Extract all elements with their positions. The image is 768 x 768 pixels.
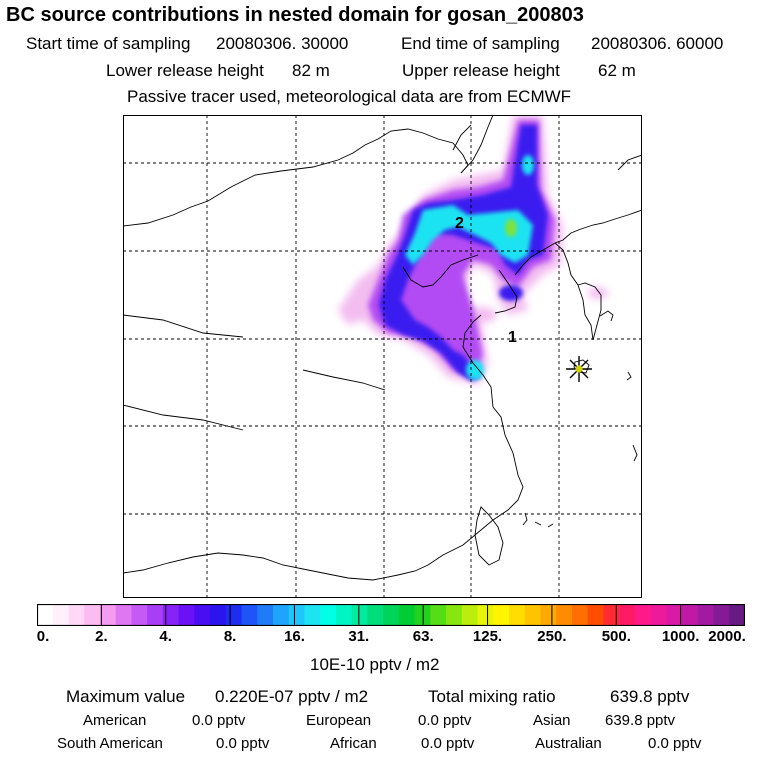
- colorbar-cell: [288, 604, 306, 626]
- lower-release-value: 82 m: [292, 61, 330, 80]
- region-south-american-value: 0.0 pptv: [216, 735, 270, 752]
- colorbar-cell: [131, 604, 148, 626]
- colorbar-cell: [351, 604, 368, 626]
- colorbar-cell: [162, 604, 180, 626]
- region-american-label: American: [83, 712, 147, 729]
- max-value-label: Maximum value: [66, 687, 186, 706]
- region-asian-label: Asian: [533, 712, 571, 729]
- colorbar-cell: [619, 604, 636, 626]
- colorbar-cell: [178, 604, 195, 626]
- map-background: [123, 115, 642, 598]
- region-european-value: 0.0 pptv: [418, 712, 472, 729]
- colorbar-tick-label: 4.: [159, 628, 172, 645]
- colorbar-cell: [461, 604, 479, 626]
- colorbar-cell: [99, 604, 117, 626]
- colorbar-cell: [587, 604, 604, 626]
- lower-release-label: Lower release height: [106, 61, 264, 80]
- colorbar-cell: [147, 604, 164, 626]
- start-time-label: Start time of sampling: [26, 34, 191, 53]
- colorbar-cell: [430, 604, 447, 626]
- colorbar-cell: [257, 604, 274, 626]
- colorbar-cell: [398, 604, 416, 626]
- colorbar-tick-label: 2000.: [708, 628, 746, 645]
- colorbar-cell: [666, 604, 683, 626]
- colorbar-tick-label: 31.: [348, 628, 370, 645]
- total-mixing-value: 639.8 pptv: [610, 687, 690, 706]
- colorbar-cell: [650, 604, 667, 626]
- region-australian-value: 0.0 pptv: [648, 735, 702, 752]
- colorbar-cell: [682, 604, 699, 626]
- start-time-value: 20080306. 30000: [216, 34, 349, 53]
- colorbar-cell: [383, 604, 400, 626]
- colorbar-cell: [115, 604, 132, 626]
- colorbar-cell: [446, 604, 463, 626]
- colorbar-cell: [84, 604, 101, 626]
- region-african-value: 0.0 pptv: [421, 735, 475, 752]
- plume: [338, 115, 608, 385]
- end-time-label: End time of sampling: [401, 34, 560, 53]
- colorbar-cell: [194, 604, 211, 626]
- colorbar-cell: [713, 604, 730, 626]
- colorbar-cell: [367, 604, 384, 626]
- colorbar-cell: [210, 604, 227, 626]
- colorbar-cell: [697, 604, 715, 626]
- colorbar-tick-label: 2.: [95, 628, 108, 645]
- end-time-value: 20080306. 60000: [591, 34, 724, 53]
- colorbar-cell: [273, 604, 290, 626]
- colorbar-tick-label: 8.: [223, 628, 237, 645]
- page-title: BC source contributions in nested domain…: [6, 4, 584, 26]
- region-south-american-label: South American: [57, 735, 163, 752]
- upper-release-label: Upper release height: [402, 61, 560, 80]
- colorbar-tick-label: 125.: [472, 628, 503, 645]
- colorbar-cell: [37, 604, 54, 626]
- tracer-note: Passive tracer used, meteorological data…: [127, 87, 572, 106]
- colorbar-cell: [68, 604, 85, 626]
- colorbar-cell: [241, 604, 258, 626]
- upper-release-value: 62 m: [598, 61, 636, 80]
- colorbar-cell: [335, 604, 353, 626]
- colorbar-cell: [52, 604, 70, 626]
- colorbar-tick-label: 0.: [36, 628, 50, 645]
- total-mixing-label: Total mixing ratio: [428, 687, 556, 706]
- marker-1: 1: [508, 329, 517, 346]
- max-value: 0.220E-07 pptv / m2: [215, 687, 369, 706]
- colorbar-tick-label: 250.: [537, 628, 567, 645]
- colorbar-tick-label: 63.: [412, 628, 434, 645]
- colorbar-tick-label: 500.: [601, 628, 631, 645]
- marker-2: 2: [455, 215, 464, 232]
- region-european-label: European: [306, 712, 372, 729]
- concentration-map: 2 1: [123, 115, 642, 598]
- colorbar-cell: [509, 604, 526, 626]
- region-asian-value: 639.8 pptv: [605, 712, 676, 729]
- coastlines: [123, 115, 642, 581]
- map-grid: [123, 115, 642, 598]
- colorbar-cell: [493, 604, 510, 626]
- region-american-value: 0.0 pptv: [192, 712, 246, 729]
- region-african-label: African: [330, 735, 377, 752]
- colorbar-cell: [634, 604, 652, 626]
- colorbar: [37, 604, 745, 626]
- colorbar-tick-label: 16.: [284, 628, 305, 645]
- colorbar-cell: [304, 604, 321, 626]
- colorbar-cell: [320, 604, 337, 626]
- colorbar-unit: 10E-10 pptv / m2: [310, 655, 440, 674]
- colorbar-cell: [524, 604, 542, 626]
- colorbar-cell: [556, 604, 573, 626]
- region-australian-label: Australian: [535, 735, 602, 752]
- colorbar-cell: [729, 604, 745, 626]
- star-icon: [566, 356, 592, 382]
- colorbar-cell: [540, 604, 557, 626]
- colorbar-cell: [477, 604, 494, 626]
- map-frame: [123, 115, 642, 598]
- colorbar-cell: [603, 604, 620, 626]
- colorbar-tick-label: 1000.: [661, 628, 700, 645]
- colorbar-cell: [571, 604, 589, 626]
- colorbar-cell: [225, 604, 243, 626]
